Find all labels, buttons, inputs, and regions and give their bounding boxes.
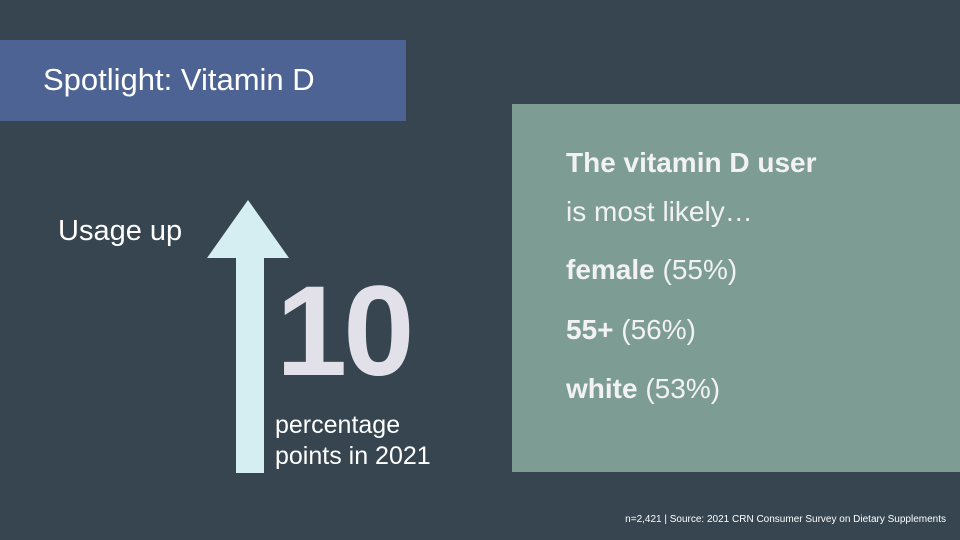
big-number: 10 <box>276 260 414 403</box>
stat-age-value: (56%) <box>621 314 696 345</box>
pp-line-1: percentage <box>275 411 401 439</box>
pp-line-2: points in 2021 <box>275 442 431 470</box>
stat-female-label: female <box>566 254 655 285</box>
stat-age: 55+ (56%) <box>566 313 696 347</box>
percentage-points-caption: percentage points in 2021 <box>275 410 431 472</box>
stat-white-label: white <box>566 373 638 404</box>
stat-age-label: 55+ <box>566 314 614 345</box>
stat-female-value: (55%) <box>662 254 738 285</box>
stat-white-value: (53%) <box>645 373 721 404</box>
stat-white: white (53%) <box>566 372 720 406</box>
up-arrow-shape <box>207 200 289 473</box>
slide-title: Spotlight: Vitamin D <box>43 62 315 97</box>
user-profile-panel <box>512 104 960 472</box>
up-arrow-icon <box>207 200 289 473</box>
title-banner <box>0 40 406 121</box>
source-footnote: n=2,421 | Source: 2021 CRN Consumer Surv… <box>625 514 946 525</box>
panel-subheading: is most likely… <box>566 196 753 227</box>
usage-label: Usage up <box>58 215 183 247</box>
stat-female: female (55%) <box>566 253 737 287</box>
panel-heading: The vitamin D user <box>566 147 817 178</box>
